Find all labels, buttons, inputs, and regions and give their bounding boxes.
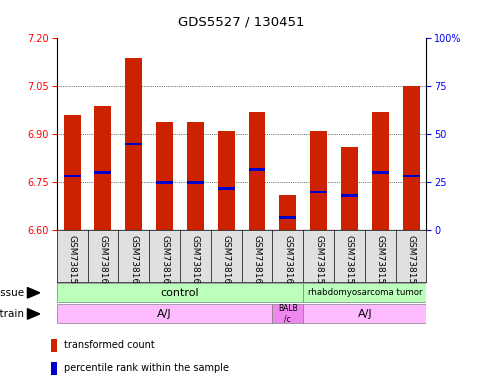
Bar <box>310 190 327 194</box>
Text: GSM738157: GSM738157 <box>345 235 354 290</box>
Text: GSM738160: GSM738160 <box>99 235 107 290</box>
Text: GDS5527 / 130451: GDS5527 / 130451 <box>178 15 305 28</box>
Text: BALB
/c: BALB /c <box>278 304 298 324</box>
Text: GSM738165: GSM738165 <box>222 235 231 290</box>
Bar <box>303 283 426 302</box>
Bar <box>272 305 303 323</box>
Bar <box>341 194 358 197</box>
Bar <box>218 187 235 190</box>
Bar <box>310 131 327 230</box>
Text: percentile rank within the sample: percentile rank within the sample <box>64 363 229 373</box>
Bar <box>372 112 388 230</box>
Bar <box>51 362 58 375</box>
Bar <box>248 112 265 230</box>
Bar <box>51 339 58 352</box>
Bar <box>156 181 173 184</box>
Bar <box>57 283 303 302</box>
Text: GSM738162: GSM738162 <box>160 235 169 290</box>
Bar <box>156 122 173 230</box>
Bar <box>403 175 420 177</box>
Bar <box>280 216 296 219</box>
Bar <box>372 171 388 174</box>
Text: transformed count: transformed count <box>64 340 155 350</box>
Text: strain: strain <box>0 309 24 319</box>
Bar <box>280 195 296 230</box>
Text: A/J: A/J <box>357 309 372 319</box>
Bar <box>187 181 204 184</box>
Bar <box>248 168 265 171</box>
Text: GSM738164: GSM738164 <box>191 235 200 290</box>
Bar <box>64 115 80 230</box>
Bar <box>403 86 420 230</box>
Bar <box>218 131 235 230</box>
Polygon shape <box>28 309 40 319</box>
Bar <box>303 305 426 323</box>
Bar <box>57 305 272 323</box>
Bar <box>95 171 111 174</box>
Bar <box>95 106 111 230</box>
Text: GSM738156: GSM738156 <box>68 235 76 290</box>
Text: GSM738159: GSM738159 <box>407 235 416 290</box>
Text: GSM738155: GSM738155 <box>314 235 323 290</box>
Text: GSM738158: GSM738158 <box>376 235 385 290</box>
Text: tissue: tissue <box>0 288 24 298</box>
Text: A/J: A/J <box>157 309 172 319</box>
Polygon shape <box>28 288 40 298</box>
Text: control: control <box>161 288 199 298</box>
Text: GSM738166: GSM738166 <box>252 235 261 290</box>
Text: GSM738163: GSM738163 <box>283 235 292 290</box>
Text: GSM738161: GSM738161 <box>129 235 138 290</box>
Bar <box>125 142 142 146</box>
Bar <box>187 122 204 230</box>
Bar <box>125 58 142 230</box>
Bar <box>341 147 358 230</box>
Text: rhabdomyosarcoma tumor: rhabdomyosarcoma tumor <box>308 288 422 297</box>
Bar <box>64 175 80 177</box>
